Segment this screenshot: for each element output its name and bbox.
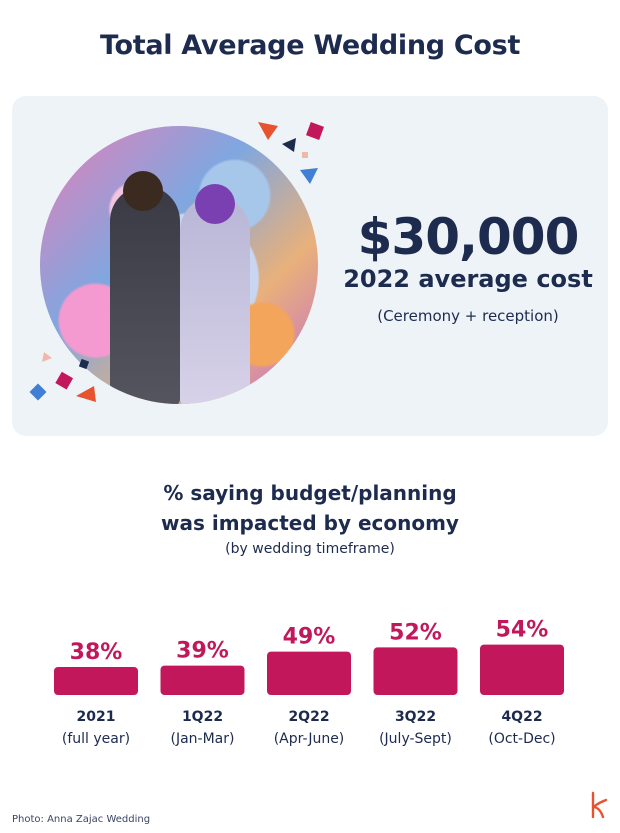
wedding-photo [40,126,318,404]
category-label: 1Q22 [182,709,223,725]
category-label: 3Q22 [395,709,436,725]
bar-value-label: 49% [283,625,336,650]
average-cost-label: 2022 average cost [343,265,593,293]
groom-head [123,171,163,211]
bar-value-label: 38% [70,640,123,665]
chart-title-line-1: % saying budget/planning [163,481,457,505]
bar-2Q22 [267,651,351,695]
category-sublabel: (full year) [62,731,130,747]
category-label: 4Q22 [501,709,542,725]
bride-head [195,184,235,224]
chart-subtitle: (by wedding timeframe) [225,541,395,557]
brand-logo-icon [591,791,608,819]
bride-figure [180,196,250,404]
chart-title: % saying budget/planning was impacted by… [0,478,620,538]
chart-title-line-2: was impacted by economy [161,511,459,535]
groom-figure [110,186,180,404]
bar-value-label: 54% [496,618,549,643]
category-sublabel: (Oct-Dec) [488,731,555,747]
page-title: Total Average Wedding Cost [99,30,521,61]
bar-4Q22 [480,644,564,695]
category-sublabel: (July-Sept) [379,731,452,747]
average-cost-amount: $30,000 [357,208,580,266]
bar-chart: 38% 2021 (full year) 39% 1Q22 (Jan-Mar) 49% 2Q2… [54,618,564,747]
photo-credit: Photo: Anna Zajac Wedding [12,814,151,825]
bar-value-label: 52% [389,620,442,645]
category-sublabel: (Jan-Mar) [171,731,235,747]
category-label: 2021 [77,709,116,725]
bar-2021 [54,667,138,695]
bar-3Q22 [373,647,458,695]
category-label: 2Q22 [288,709,329,725]
average-cost-note: (Ceremony + reception) [377,307,559,325]
bar-1Q22 [160,665,245,695]
category-sublabel: (Apr-June) [274,731,345,747]
bar-value-label: 39% [176,639,229,664]
